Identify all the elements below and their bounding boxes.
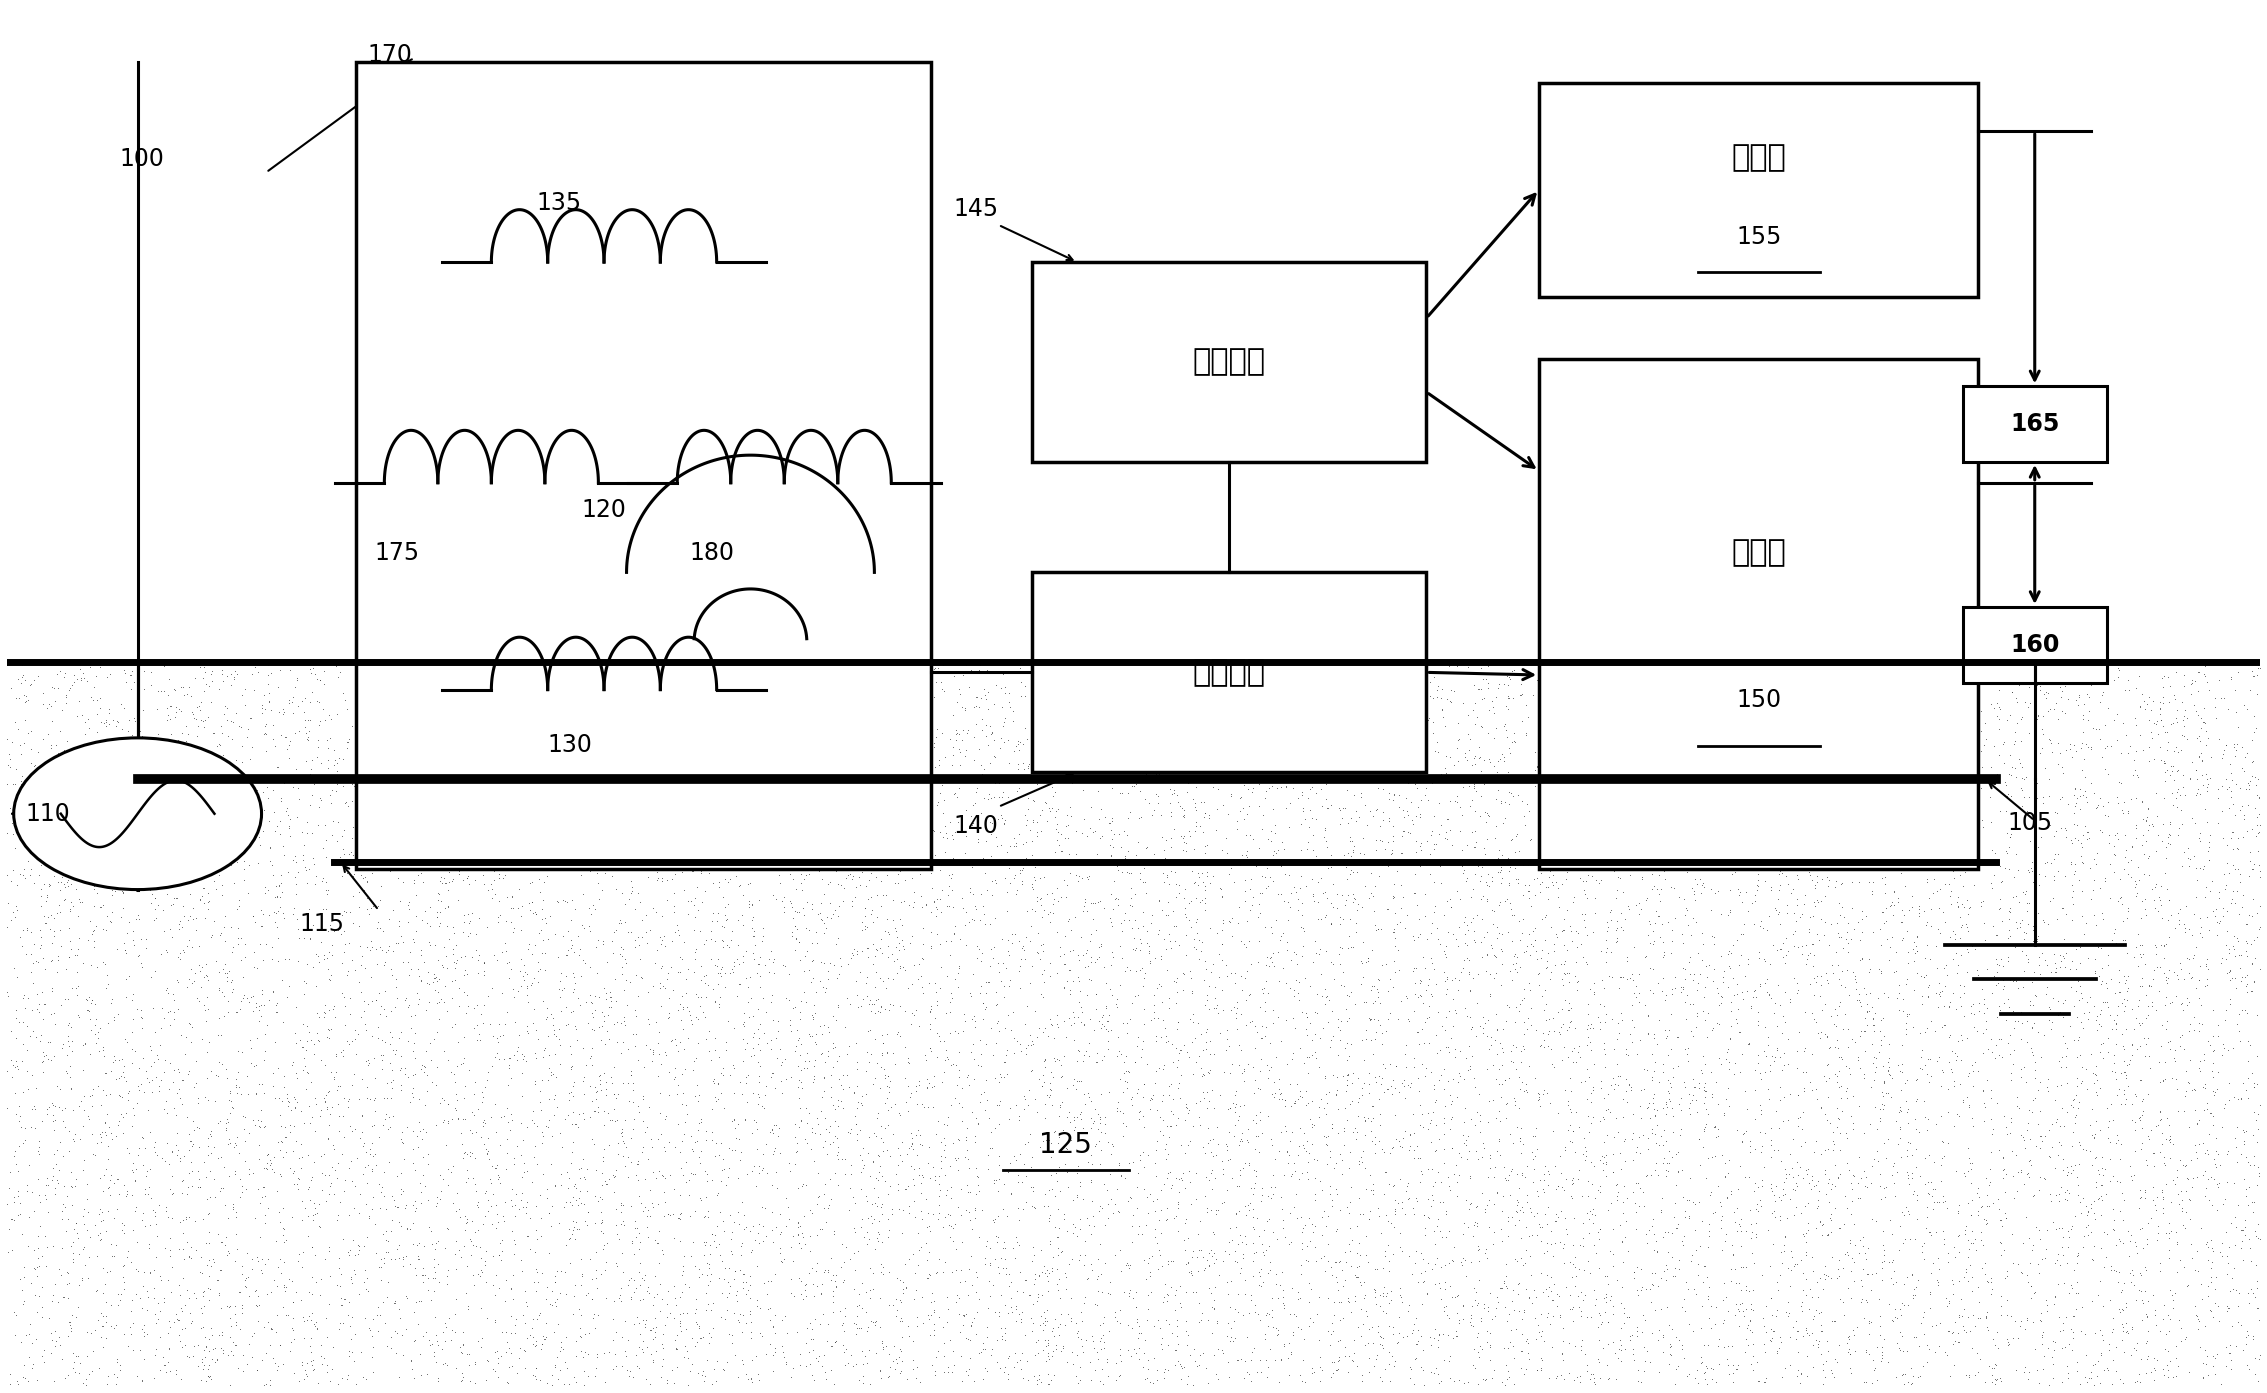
Text: 150: 150 xyxy=(1737,688,1782,712)
Bar xyxy=(1539,82,1979,297)
Text: 显示器: 显示器 xyxy=(1732,538,1786,567)
Bar xyxy=(1963,386,2106,462)
Text: 检测电路: 检测电路 xyxy=(1192,657,1265,687)
Text: 140: 140 xyxy=(954,814,997,837)
Text: 135: 135 xyxy=(537,191,583,215)
Text: 处理电路: 处理电路 xyxy=(1192,348,1265,376)
Text: 170: 170 xyxy=(367,43,413,67)
Text: 100: 100 xyxy=(120,146,165,171)
Text: 155: 155 xyxy=(1737,224,1782,249)
Text: 125: 125 xyxy=(1041,1131,1093,1159)
Text: 180: 180 xyxy=(689,540,735,564)
Bar xyxy=(356,63,932,869)
Text: 存储器: 存储器 xyxy=(1732,143,1786,173)
Text: 130: 130 xyxy=(549,733,592,756)
Text: 120: 120 xyxy=(583,499,626,522)
Text: 145: 145 xyxy=(952,196,997,220)
Bar xyxy=(1963,607,2106,683)
Circle shape xyxy=(14,738,261,890)
Text: 105: 105 xyxy=(2009,811,2054,836)
Text: 110: 110 xyxy=(25,802,70,826)
Bar xyxy=(1539,358,1979,869)
Text: 165: 165 xyxy=(2011,412,2058,436)
Bar xyxy=(1031,262,1426,462)
Bar xyxy=(1031,573,1426,772)
Text: 175: 175 xyxy=(374,540,419,564)
Text: 115: 115 xyxy=(299,912,345,936)
Text: 160: 160 xyxy=(2011,632,2058,656)
